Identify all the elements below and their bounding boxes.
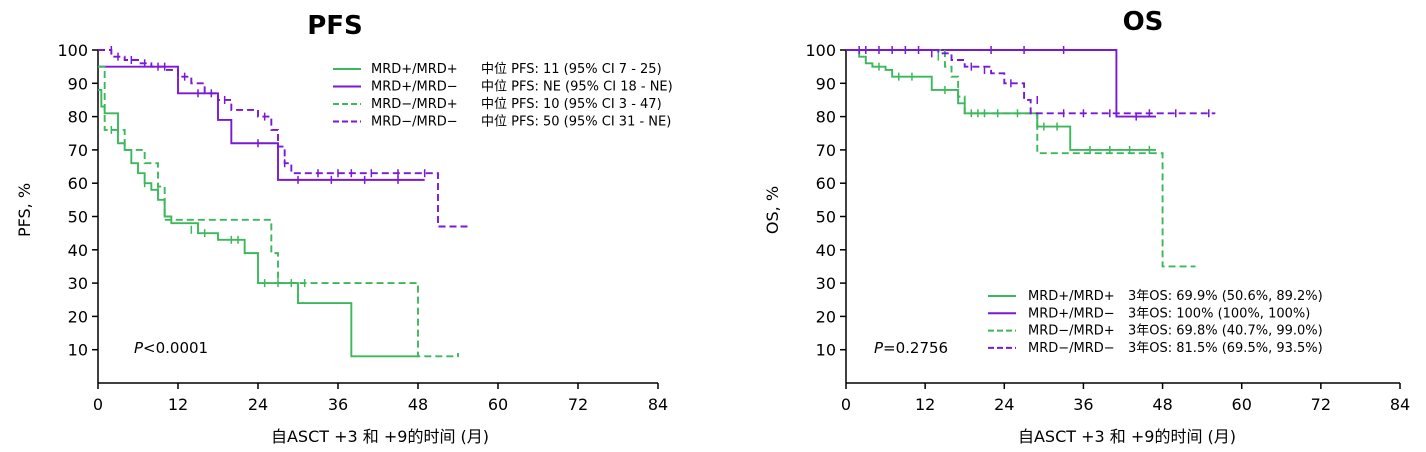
os-legend-name-1: MRD+/MRD+ bbox=[1028, 289, 1115, 304]
pfs-y-tick-label: 70 bbox=[68, 141, 88, 160]
pfs-series-3-line bbox=[98, 65, 459, 358]
pfs-x-tick-label: 36 bbox=[328, 395, 348, 414]
pfs-y-tick-label: 100 bbox=[57, 41, 88, 60]
pfs-p-value-prefix: P bbox=[134, 339, 144, 357]
pfs-y-tick-label: 50 bbox=[68, 208, 88, 227]
os-legend-name-4: MRD−/MRD− bbox=[1028, 341, 1115, 356]
os-y-tick-label: 10 bbox=[816, 341, 836, 360]
os-ticks: 0 12 24 36 48 60 72 84 10 20 30 40 50 60 70 80 90 100 bbox=[805, 41, 1410, 414]
os-y-tick-label: 70 bbox=[816, 141, 836, 160]
os-x-tick-label: 12 bbox=[915, 395, 935, 414]
os-p-value-prefix: P bbox=[874, 339, 884, 357]
os-x-tick-label: 48 bbox=[1152, 395, 1172, 414]
os-legend-annotation-1: 3年OS: 69.9% (50.6%, 89.2%) bbox=[1128, 289, 1323, 304]
pfs-legend-name-4: MRD−/MRD− bbox=[371, 115, 458, 130]
os-series-3-line bbox=[846, 49, 1196, 268]
pfs-title: PFS bbox=[307, 11, 363, 41]
pfs-legend-annotation-1: 中位 PFS: 11 (95% CI 7 - 25) bbox=[481, 62, 662, 77]
pfs-legend-name-3: MRD−/MRD+ bbox=[371, 97, 458, 112]
pfs-legend-annotation-2: 中位 PFS: NE (95% CI 18 - NE) bbox=[481, 80, 673, 95]
os-y-tick-label: 80 bbox=[816, 108, 836, 127]
os-title: OS bbox=[1123, 7, 1164, 37]
os-x-tick-label: 36 bbox=[1073, 395, 1093, 414]
pfs-legend-name-1: MRD+/MRD+ bbox=[371, 62, 458, 77]
os-y-axis-label: OS, % bbox=[763, 186, 782, 234]
pfs-curves bbox=[98, 46, 472, 358]
pfs-x-tick-label: 48 bbox=[408, 395, 428, 414]
os-x-tick-label: 24 bbox=[994, 395, 1014, 414]
pfs-y-axis-label: PFS, % bbox=[15, 183, 34, 237]
os-x-tick-label: 72 bbox=[1311, 395, 1331, 414]
os-legend-annotation-2: 3年OS: 100% (100%, 100%) bbox=[1128, 306, 1310, 321]
os-legend: MRD+/MRD+ 3年OS: 69.9% (50.6%, 89.2%) MRD+/… bbox=[988, 289, 1323, 356]
pfs-legend-annotation-3: 中位 PFS: 10 (95% CI 3 - 47) bbox=[481, 97, 662, 112]
os-y-tick-label: 60 bbox=[816, 174, 836, 193]
os-x-tick-label: 84 bbox=[1390, 395, 1410, 414]
pfs-ticks: 0 12 24 36 48 60 72 84 10 20 30 40 50 60 70 80 90 100 bbox=[57, 41, 668, 414]
pfs-series-4-line bbox=[98, 49, 472, 228]
pfs-p-value: P<0.0001 bbox=[134, 339, 208, 357]
os-panel: OS OS, % 自ASCT +3 和 +9的时间 (月) 0 12 24 36 48 6… bbox=[763, 7, 1410, 446]
pfs-x-tick-label: 12 bbox=[168, 395, 188, 414]
pfs-y-tick-label: 80 bbox=[68, 108, 88, 127]
pfs-y-tick-label: 90 bbox=[68, 74, 88, 93]
pfs-x-tick-label: 0 bbox=[93, 395, 103, 414]
os-legend-annotation-4: 3年OS: 81.5% (69.5%, 93.5%) bbox=[1128, 341, 1323, 356]
pfs-x-axis-label: 自ASCT +3 和 +9的时间 (月) bbox=[271, 427, 489, 446]
os-x-tick-label: 60 bbox=[1232, 395, 1252, 414]
os-series-4-line bbox=[846, 49, 1216, 115]
pfs-y-tick-label: 10 bbox=[68, 341, 88, 360]
pfs-x-tick-label: 24 bbox=[248, 395, 268, 414]
os-series-1-line bbox=[846, 49, 1156, 151]
os-y-tick-label: 30 bbox=[816, 274, 836, 293]
pfs-y-tick-label: 60 bbox=[68, 174, 88, 193]
os-y-tick-label: 100 bbox=[805, 41, 836, 60]
pfs-y-tick-label: 30 bbox=[68, 274, 88, 293]
os-p-value: P=0.2756 bbox=[874, 339, 948, 357]
os-curves bbox=[846, 46, 1216, 268]
os-y-tick-label: 20 bbox=[816, 307, 836, 326]
os-p-value-text: =0.2756 bbox=[883, 339, 948, 357]
pfs-panel: PFS PFS, % 自ASCT +3 和 +9的时间 (月) 0 12 24 36 4… bbox=[15, 11, 673, 446]
os-legend-annotation-3: 3年OS: 69.8% (40.7%, 99.0%) bbox=[1128, 324, 1323, 339]
pfs-legend-name-2: MRD+/MRD− bbox=[371, 80, 458, 95]
pfs-legend-annotation-4: 中位 PFS: 50 (95% CI 31 - NE) bbox=[481, 115, 671, 130]
pfs-x-tick-label: 84 bbox=[648, 395, 668, 414]
pfs-p-value-text: <0.0001 bbox=[143, 339, 208, 357]
os-x-tick-label: 0 bbox=[841, 395, 851, 414]
pfs-legend: MRD+/MRD+ 中位 PFS: 11 (95% CI 7 - 25) MRD+/… bbox=[333, 62, 673, 130]
os-legend-name-2: MRD+/MRD− bbox=[1028, 306, 1115, 321]
os-y-tick-label: 40 bbox=[816, 241, 836, 260]
pfs-y-tick-label: 20 bbox=[68, 307, 88, 326]
pfs-x-tick-label: 72 bbox=[568, 395, 588, 414]
pfs-y-tick-label: 40 bbox=[68, 241, 88, 260]
os-y-tick-label: 90 bbox=[816, 74, 836, 93]
os-series-2-line bbox=[846, 49, 1156, 118]
os-x-axis-label: 自ASCT +3 和 +9的时间 (月) bbox=[1018, 427, 1236, 446]
os-y-tick-label: 50 bbox=[816, 208, 836, 227]
os-legend-name-3: MRD−/MRD+ bbox=[1028, 324, 1115, 339]
pfs-series-1-line bbox=[98, 89, 418, 358]
pfs-x-tick-label: 60 bbox=[488, 395, 508, 414]
